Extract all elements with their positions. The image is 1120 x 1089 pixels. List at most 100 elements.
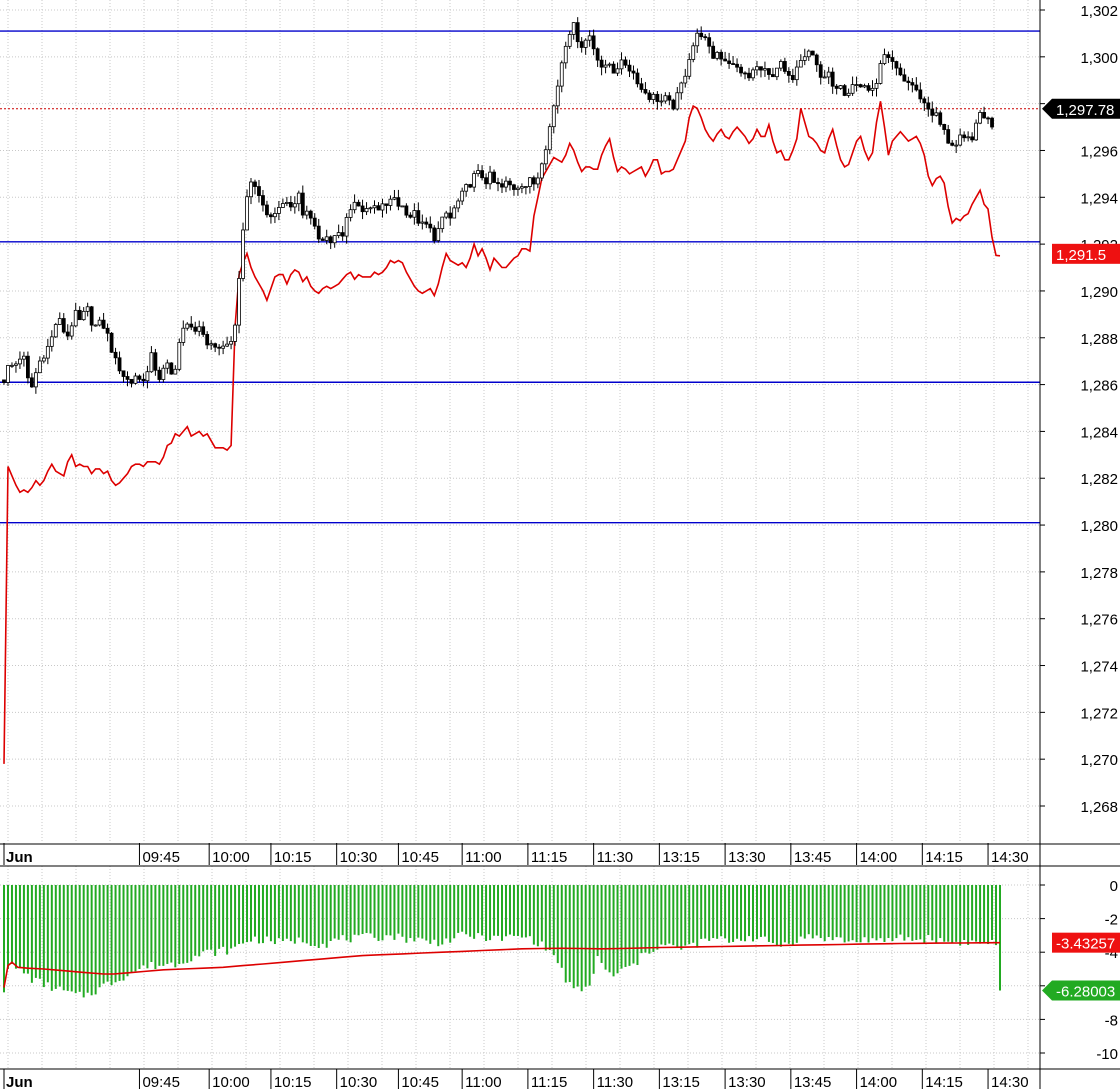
oscillator-bar xyxy=(795,885,798,943)
oscillator-bar xyxy=(919,885,922,940)
oscillator-bar xyxy=(281,885,284,942)
histogram-value-tag xyxy=(1042,980,1120,1001)
candle-up xyxy=(607,63,612,66)
candle-up xyxy=(802,56,807,61)
candle-up xyxy=(691,45,696,60)
price-axis-label: 1,294 xyxy=(1080,190,1118,207)
oscillator-bar xyxy=(740,885,743,941)
candle-down xyxy=(89,306,94,326)
candle-up xyxy=(53,324,58,338)
candle-down xyxy=(767,68,771,75)
oscillator-x-axis-label: 11:15 xyxy=(531,1074,567,1089)
candle-down xyxy=(635,72,640,85)
oscillator-bar xyxy=(178,885,181,965)
candle-down xyxy=(320,238,325,241)
oscillator-bar xyxy=(807,885,810,935)
oscillator-bar xyxy=(202,885,205,952)
oscillator-bar xyxy=(449,885,452,943)
candle-down xyxy=(77,309,82,321)
oscillator-bar xyxy=(74,885,77,994)
oscillator-bar xyxy=(943,885,946,942)
oscillator-bar xyxy=(353,885,356,935)
oscillator-bar xyxy=(536,885,539,947)
candle-up xyxy=(854,84,859,86)
candle-down xyxy=(950,142,955,146)
oscillator-bar xyxy=(3,885,5,993)
candle-up xyxy=(934,112,939,116)
oscillator-bar xyxy=(867,885,870,943)
oscillator-bar xyxy=(337,885,340,940)
red-price-value: 1,291.5 xyxy=(1056,247,1106,264)
oscillator-bar xyxy=(82,885,85,998)
oscillator-bar xyxy=(700,885,703,939)
oscillator-bar xyxy=(863,885,866,938)
candle-up xyxy=(440,216,445,230)
candle-down xyxy=(982,112,986,119)
candle-down xyxy=(902,74,907,82)
candle-up xyxy=(49,336,54,347)
candle-up xyxy=(133,375,138,384)
oscillator-bar xyxy=(78,885,81,992)
candle-up xyxy=(22,355,26,360)
candle-down xyxy=(906,80,911,83)
candle-down xyxy=(890,57,895,62)
oscillator-bar xyxy=(14,885,17,969)
oscillator-bar xyxy=(891,885,894,942)
candle-down xyxy=(842,85,847,96)
oscillator-bar xyxy=(257,885,260,944)
price-axis-label: 1,280 xyxy=(1080,518,1118,535)
oscillator-bar xyxy=(6,885,9,969)
oscillator-bar xyxy=(983,885,986,943)
oscillator-bar xyxy=(126,885,129,977)
oscillator-bar xyxy=(636,885,639,966)
candle-up xyxy=(304,210,309,216)
oscillator-x-axis-label: Jun xyxy=(6,1074,33,1089)
candle-up xyxy=(675,92,680,110)
oscillator-bar xyxy=(138,885,141,969)
oscillator-bar xyxy=(728,885,731,943)
candle-down xyxy=(699,32,704,38)
candle-down xyxy=(595,48,600,61)
candle-down xyxy=(157,369,162,380)
candle-up xyxy=(249,181,253,198)
oscillator-bar xyxy=(803,885,806,939)
candle-up xyxy=(974,122,978,141)
oscillator-bar xyxy=(174,885,177,968)
oscillator-bar xyxy=(564,885,567,983)
candle-up xyxy=(472,173,477,188)
oscillator-bar xyxy=(285,885,288,939)
candle-down xyxy=(631,70,636,74)
candle-down xyxy=(735,63,739,68)
oscillator-bar xyxy=(26,885,29,974)
oscillator-x-axis-label: 11:30 xyxy=(597,1074,633,1089)
oscillator-bar xyxy=(102,885,105,984)
oscillator-x-axis-label: 11:00 xyxy=(465,1074,501,1089)
candle-up xyxy=(444,212,449,218)
oscillator-bar xyxy=(230,885,233,949)
candle-up xyxy=(145,371,150,382)
oscillator-bar xyxy=(875,885,878,941)
oscillator-bar xyxy=(859,885,862,943)
candle-down xyxy=(428,223,433,229)
red-series-line xyxy=(3,101,1001,764)
candle-down xyxy=(711,45,716,59)
candle-down xyxy=(747,72,751,79)
oscillator-x-axis-label: 10:15 xyxy=(274,1074,312,1089)
oscillator-bar xyxy=(150,885,153,963)
oscillator-bar xyxy=(238,885,241,945)
oscillator-bar xyxy=(154,885,157,970)
candle-up xyxy=(476,170,480,175)
oscillator-bar xyxy=(186,885,189,963)
oscillator-bar xyxy=(317,885,320,948)
candle-up xyxy=(97,319,102,326)
candle-down xyxy=(946,129,951,144)
oscillator-bar xyxy=(493,885,496,936)
candle-down xyxy=(962,134,967,139)
candle-down xyxy=(898,67,903,76)
oscillator-bar xyxy=(620,885,623,969)
oscillator-bar xyxy=(114,885,117,983)
oscillator-bar xyxy=(712,885,715,939)
oscillator-bar xyxy=(485,885,488,941)
candle-up xyxy=(57,318,62,325)
candle-up xyxy=(798,60,803,68)
